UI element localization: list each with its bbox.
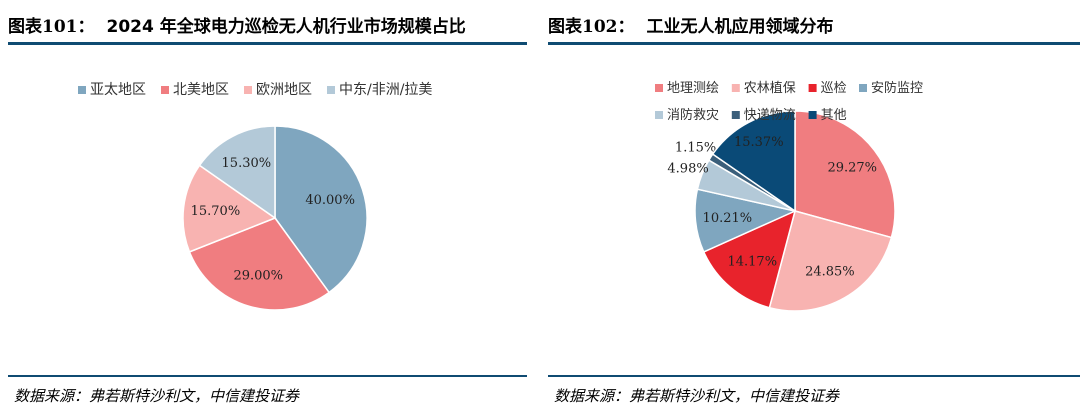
legend-item-北美地区: 北美地区 [161, 82, 229, 98]
legend-label: 亚太地区 [90, 82, 146, 98]
legend-item-欧洲地区: 欧洲地区 [244, 82, 312, 98]
pie-slice-亚太地区 [274, 125, 368, 294]
legend-label: 地理测绘 [667, 81, 719, 96]
pie-slice-巡检 [702, 209, 797, 309]
data-label-中东-非洲-拉美: 15.30% [222, 156, 272, 171]
figure-101: 图表101： 2024 年全球电力巡检无人机行业市场规模占比 40.00% 29.0… [0, 0, 527, 418]
data-label-地理测绘: 29.27% [827, 160, 877, 175]
pie-chart-regions: 40.00% 29.00% 15.70% 15.30% 亚太地区 北美地区 欧洲地区 中东/非… [78, 82, 432, 311]
legend-item-快递物流: 快递物流 [731, 108, 796, 123]
legend-swatch [808, 84, 817, 92]
data-label-快递物流: 1.15% [675, 140, 716, 155]
pie-chart-applications: 29.27% 24.85% 14.17% 10.21% 4.98% 1.15% 15.37%… [655, 80, 923, 312]
legend-label: 中东/非洲/拉美 [339, 82, 432, 98]
data-label-欧洲地区: 15.70% [191, 204, 241, 219]
data-label-巡检: 14.17% [727, 254, 777, 269]
legend-label: 欧洲地区 [256, 82, 312, 98]
figure-title: 图表102： 工业无人机应用领域分布 [548, 14, 834, 40]
source-note: 数据来源：弗若斯特沙利文，中信建投证券 [14, 387, 300, 405]
data-label-其他: 15.37% [734, 135, 784, 150]
legend-label: 农林植保 [744, 81, 796, 96]
legend-swatch [78, 86, 86, 94]
pie-slice-欧洲地区 [182, 164, 277, 253]
source-note: 数据来源：弗若斯特沙利文，中信建投证券 [554, 387, 840, 405]
legend-item-巡检: 巡检 [808, 81, 847, 96]
legend-swatch [808, 111, 817, 119]
figure-102: 图表102： 工业无人机应用领域分布 29.27% 24.85% 14.17% 10.2… [540, 0, 1080, 418]
title-rule [8, 42, 527, 45]
legend-label: 巡检 [821, 81, 847, 96]
legend-swatch [731, 84, 740, 92]
legend-label: 消防救灾 [667, 107, 719, 123]
legend-label: 安防监控 [871, 80, 923, 96]
pie-slice-农林植保 [768, 210, 893, 312]
legend-swatch [731, 111, 740, 119]
figure-number: 图表102： [548, 17, 635, 37]
figure-title-text: 2024 年全球电力巡检无人机行业市场规模占比 [106, 17, 466, 37]
figure-number: 图表101： [8, 17, 95, 37]
title-rule [548, 42, 1080, 45]
legend-item-安防监控: 安防监控 [859, 80, 923, 96]
legend-item-亚太地区: 亚太地区 [78, 82, 146, 98]
legend-swatch [655, 111, 663, 119]
data-label-北美地区: 29.00% [233, 269, 283, 284]
legend-swatch [859, 84, 867, 92]
legend-item-中东-非洲-拉美: 中东/非洲/拉美 [327, 82, 432, 98]
legend-swatch [655, 84, 663, 92]
legend-item-地理测绘: 地理测绘 [655, 81, 719, 96]
data-label-亚太地区: 40.00% [305, 193, 355, 208]
figure-title-text: 工业无人机应用领域分布 [646, 17, 834, 37]
legend-swatch [161, 86, 169, 94]
pie-slice-其他 [711, 110, 796, 213]
data-label-安防监控: 10.21% [703, 211, 753, 226]
legend-label: 北美地区 [173, 82, 229, 98]
legend-label: 其他 [821, 108, 847, 123]
legend-swatch [244, 86, 252, 94]
legend-item-其他: 其他 [808, 108, 847, 123]
pie-slice-中东-非洲-拉美 [198, 125, 276, 220]
source-rule [548, 375, 1080, 377]
legend-swatch [327, 86, 335, 94]
legend-item-消防救灾: 消防救灾 [655, 107, 719, 123]
legend-label: 快递物流 [744, 108, 796, 123]
figure-title: 图表101： 2024 年全球电力巡检无人机行业市场规模占比 [8, 14, 466, 40]
pie-slice-北美地区 [188, 217, 331, 311]
source-rule [8, 375, 527, 377]
data-label-消防救灾: 4.98% [667, 162, 708, 177]
legend-item-农林植保: 农林植保 [731, 81, 796, 96]
data-label-农林植保: 24.85% [805, 265, 855, 280]
